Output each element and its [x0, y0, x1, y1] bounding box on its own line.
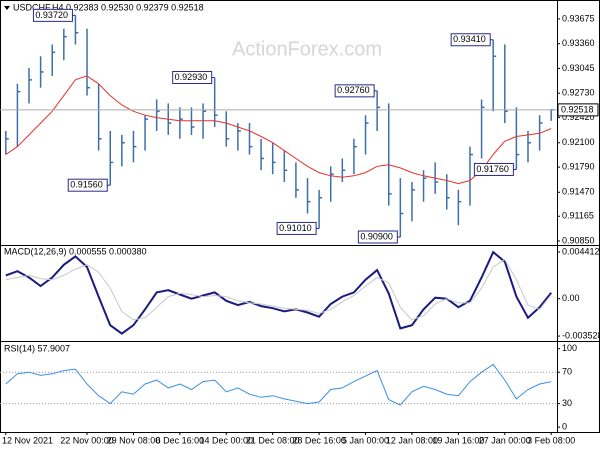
y-tick-label: 0.92100 — [562, 137, 595, 147]
current-price-label: 0.92518 — [561, 104, 594, 114]
y-tick-label: 0.91470 — [562, 187, 595, 197]
annotation-label: 0.92760 — [337, 85, 370, 95]
y-tick-label: 0.93360 — [562, 38, 595, 48]
annotation-box — [172, 70, 213, 84]
x-tick-label: 27 Jan 00:00 — [479, 435, 531, 445]
current-price-box — [557, 103, 599, 117]
x-tick-label: 22 Nov 00:00 — [60, 435, 114, 445]
x-tick-label: 28 Dec 16:00 — [292, 435, 346, 445]
annotation-box — [276, 221, 317, 235]
annotation-box — [450, 33, 491, 47]
watermark: ActionForex.com — [232, 38, 382, 60]
y-tick-label: 0.91790 — [562, 161, 595, 171]
x-tick-label: 21 Dec 08:00 — [246, 435, 300, 445]
indicator-title: MACD(12,26,9) 0.000555 0.000380 — [4, 246, 147, 256]
annotation-label: 0.91010 — [279, 223, 312, 233]
y-tick-label: 0.90850 — [562, 235, 595, 245]
y-tick-label: 0.00 — [562, 293, 580, 303]
annotation-box — [334, 84, 375, 98]
chart-title: USDCHF,H4 0.92383 0.92530 0.92379 0.9251… — [13, 2, 204, 12]
y-tick-label: 0.92730 — [562, 88, 595, 98]
y-tick-label: -0.003528 — [562, 330, 600, 340]
indicator-title: RSI(14) 57.9007 — [4, 343, 70, 353]
y-tick-label: 0.92420 — [562, 112, 595, 122]
annotation-label: 0.91760 — [476, 164, 509, 174]
y-tick-label: 0.004412 — [562, 246, 600, 256]
annotation-box — [357, 230, 398, 244]
menu-arrow — [4, 6, 10, 10]
y-tick-label: 30 — [562, 398, 572, 408]
x-tick-label: 12 Nov 2021 — [2, 435, 53, 445]
y-tick-label: 0 — [562, 421, 567, 431]
annotation-label: 0.92930 — [175, 72, 208, 82]
y-tick-label: 0.93675 — [562, 13, 595, 23]
y-tick-label: 0.91165 — [562, 211, 594, 221]
x-tick-label: 29 Nov 08:00 — [107, 435, 161, 445]
annotation-box — [473, 162, 514, 176]
series-line — [5, 75, 552, 185]
x-tick-label: 3 Feb 08:00 — [527, 435, 575, 445]
x-tick-label: 19 Jan 16:00 — [432, 435, 484, 445]
x-tick-label: 14 Dec 00:00 — [200, 435, 254, 445]
series-line — [5, 250, 552, 335]
y-tick-label: 0.93045 — [562, 63, 595, 73]
annotation-box — [67, 178, 108, 192]
y-tick-label: 100 — [562, 343, 577, 353]
annotation-label: 0.90900 — [360, 231, 393, 241]
annotation-label: 0.91560 — [70, 180, 103, 190]
x-tick-label: 12 Jan 08:00 — [386, 435, 438, 445]
annotation-label: 0.93410 — [453, 34, 486, 44]
x-tick-label: 6 Dec 16:00 — [156, 435, 205, 445]
y-tick-label: 70 — [562, 367, 572, 377]
annotation-label: 0.93720 — [35, 10, 68, 20]
frame — [0, 0, 600, 433]
series-line — [5, 363, 552, 406]
series-line — [5, 258, 552, 321]
annotation-box — [32, 8, 73, 22]
x-tick-label: 5 Jan 00:00 — [342, 435, 389, 445]
